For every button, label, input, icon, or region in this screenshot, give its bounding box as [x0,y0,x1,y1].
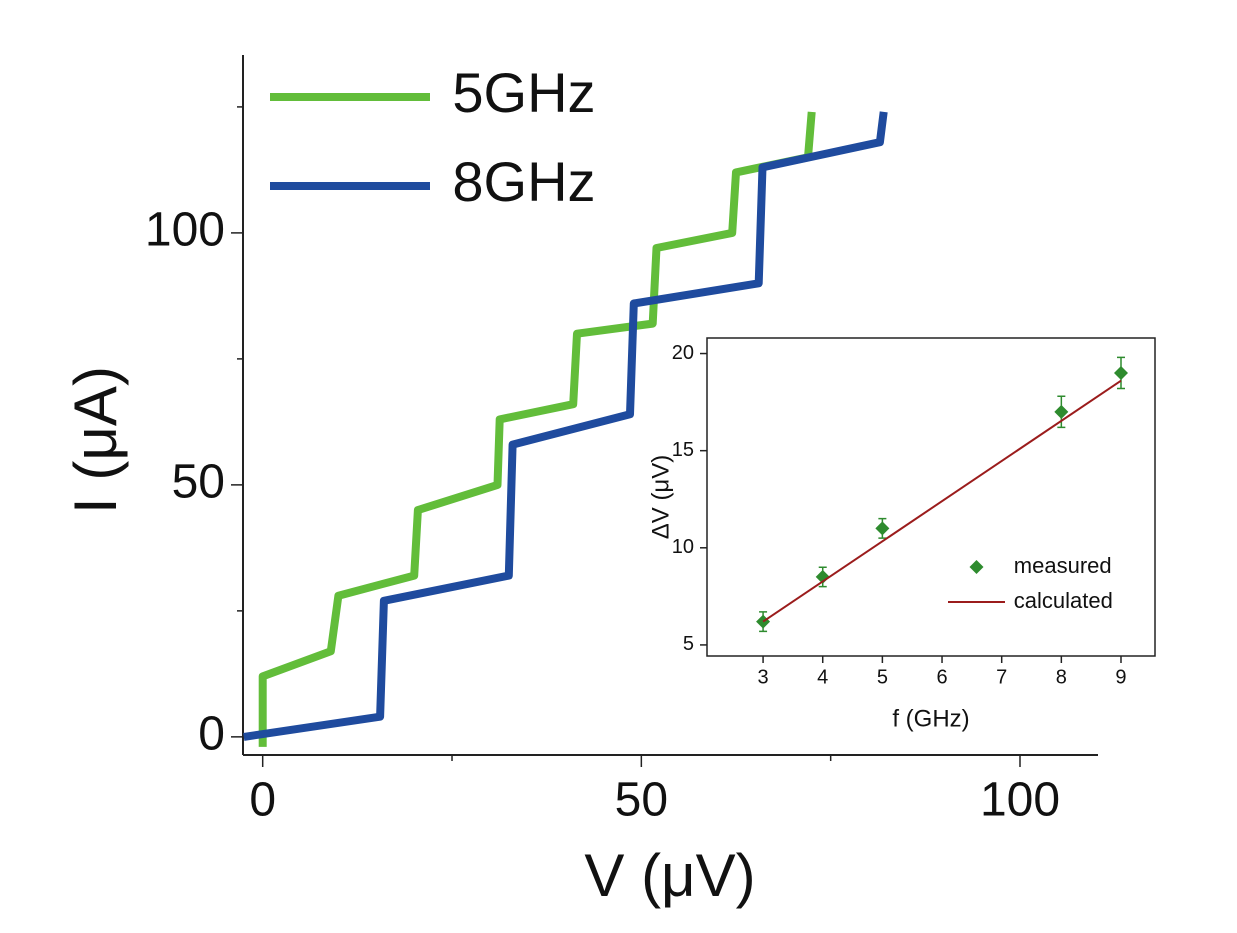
series-line [243,111,888,741]
y-axis-label: ΔV (μV) [647,455,674,540]
data-point [1054,404,1069,419]
legend-label: 8GHz [452,150,595,213]
y-tick-label: 5 [683,633,694,655]
series-line [258,111,816,747]
x-tick-label: 8 [1056,666,1067,688]
data-point [815,569,830,584]
x-tick-label: 0 [249,774,276,827]
y-tick-label: 100 [145,204,225,257]
data-point [1113,365,1128,380]
x-tick-label: 9 [1115,666,1126,688]
x-tick-label: 50 [615,774,668,827]
legend-label: calculated [1014,588,1113,613]
x-tick-label: 5 [877,666,888,688]
y-axis-label: I (μA) [62,366,129,514]
x-tick-label: 7 [996,666,1007,688]
x-axis-label: f (GHz) [892,705,969,732]
legend-label: 5GHz [452,61,595,124]
x-tick-label: 4 [817,666,828,688]
legend-marker [969,560,984,574]
y-tick-label: 50 [172,456,225,509]
series-line [762,379,1122,623]
x-tick-label: 6 [936,666,947,688]
y-tick-label: 15 [672,439,694,461]
x-tick-label: 100 [980,774,1060,827]
y-tick-label: 10 [672,536,694,558]
y-tick-label: 20 [672,342,694,364]
y-tick-label: 0 [198,708,225,761]
plot-frame [706,337,1156,657]
x-tick-label: 3 [758,666,769,688]
legend-label: measured [1014,553,1112,578]
x-axis-label: V (μV) [584,842,755,909]
data-point [875,521,890,536]
